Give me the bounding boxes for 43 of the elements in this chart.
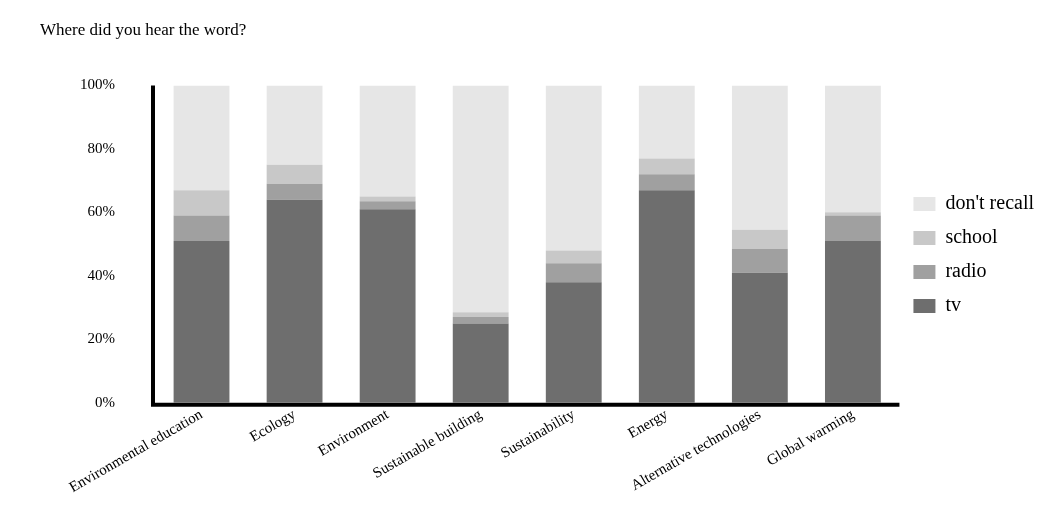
bar (266, 85, 323, 165)
bar (638, 174, 695, 191)
bar (359, 196, 416, 202)
bar (824, 215, 881, 241)
bar (359, 209, 416, 403)
bar (266, 183, 323, 200)
bar (452, 85, 509, 313)
y-tick-label: 100% (80, 76, 115, 93)
y-tick-label: 40% (87, 266, 115, 283)
y-tick-label: 20% (87, 330, 115, 347)
bar (824, 212, 881, 216)
legend-label: tv (945, 293, 961, 316)
bar (173, 190, 230, 216)
bar (638, 85, 695, 159)
bar (731, 85, 788, 230)
legend-label: radio (945, 259, 987, 282)
y-tick-label: 80% (87, 139, 115, 156)
chart-title: Where did you hear the word? (40, 19, 247, 39)
bar (545, 250, 602, 264)
bar (452, 317, 509, 324)
bar (173, 85, 230, 191)
legend-label: school (945, 225, 999, 248)
bar (173, 215, 230, 241)
bar (452, 312, 509, 318)
y-tick-label: 0% (95, 393, 115, 410)
bar (359, 201, 416, 210)
bar (824, 240, 881, 403)
bar (731, 229, 788, 249)
y-tick-label: 60% (87, 203, 115, 220)
bar (545, 263, 602, 283)
bar (824, 85, 881, 213)
bar (731, 272, 788, 403)
bar (173, 240, 230, 403)
bar (638, 190, 695, 403)
bar (266, 199, 323, 403)
bar (731, 248, 788, 273)
bar (545, 85, 602, 251)
bar (545, 282, 602, 403)
bar (359, 85, 416, 197)
bar (452, 323, 509, 403)
bar (638, 158, 695, 175)
legend-label: don't recall (945, 191, 1035, 214)
bar (266, 164, 323, 184)
